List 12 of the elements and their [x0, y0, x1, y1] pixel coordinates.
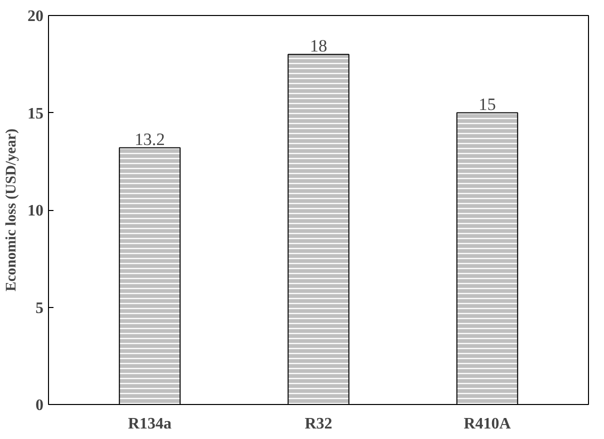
y-axis-title: Economic loss (USD/year): [4, 128, 20, 292]
data-label: 13.2: [134, 130, 165, 149]
y-tick-label: 10: [28, 202, 44, 220]
y-tick-label: 0: [36, 397, 44, 414]
x-tick-label: R32: [304, 416, 332, 432]
x-tick-label: R134a: [128, 416, 172, 432]
data-label: 18: [310, 36, 328, 56]
data-label: 15: [478, 94, 496, 114]
y-tick-label: 5: [36, 300, 44, 317]
x-tick-label: R410A: [464, 416, 512, 432]
y-tick-label: 15: [28, 105, 44, 122]
y-tick-label: 20: [28, 8, 44, 25]
